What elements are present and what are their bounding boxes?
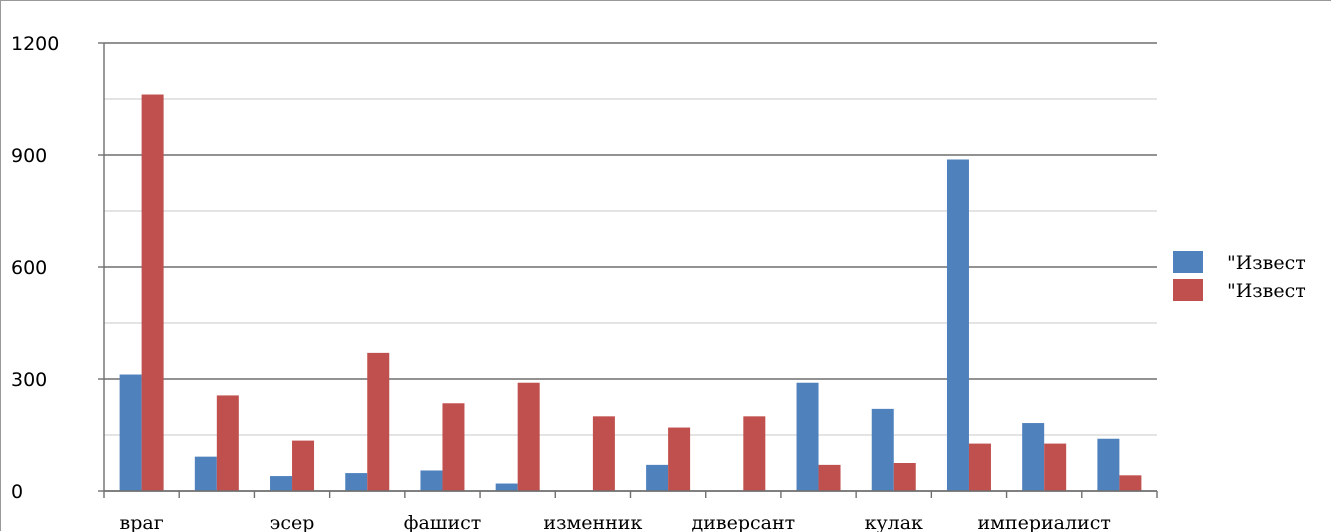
bar-series1-10 <box>871 408 894 491</box>
legend-swatch-series1 <box>1173 251 1203 273</box>
bar-series1-7 <box>646 464 669 491</box>
y-tick-label: 0 <box>11 481 23 503</box>
bar-series1-2 <box>270 476 293 491</box>
bars <box>119 94 1142 492</box>
bar-series2-11 <box>968 443 991 491</box>
axes <box>98 42 1158 498</box>
x-category-label: фашист <box>404 512 482 532</box>
x-category-label: эсер <box>270 512 315 532</box>
bar-series1-5 <box>495 483 518 491</box>
bar-series1-12 <box>1022 423 1045 491</box>
bar-series1-13 <box>1097 438 1120 491</box>
bar-series2-2 <box>292 440 315 491</box>
legend-swatch-series2 <box>1173 279 1203 301</box>
bar-series2-1 <box>216 395 239 491</box>
bar-series2-3 <box>367 352 390 491</box>
bar-series2-5 <box>517 382 540 491</box>
y-tick-label: 1200 <box>11 33 59 55</box>
bar-series2-9 <box>818 464 841 491</box>
bar-series1-3 <box>345 473 368 491</box>
legend: "Извест "Извест <box>1173 251 1306 302</box>
y-tick-label: 600 <box>11 257 47 279</box>
bar-series2-13 <box>1119 475 1142 491</box>
bar-series2-12 <box>1044 443 1067 491</box>
axis-labels: 0 300 600 900 1200 враг эсер фашист изменник диве… <box>11 33 1111 532</box>
bar-series1-4 <box>420 470 443 491</box>
bar-series2-4 <box>442 403 465 491</box>
bar-series2-7 <box>668 427 691 491</box>
x-category-label: кулак <box>865 512 923 532</box>
bar-series1-1 <box>194 456 217 491</box>
bar-series2-0 <box>141 94 164 492</box>
bar-series2-8 <box>743 416 766 491</box>
bar-series2-6 <box>592 416 615 491</box>
legend-label-series2: "Извест <box>1227 280 1306 302</box>
x-category-label: изменник <box>543 512 642 532</box>
x-category-label: враг <box>120 512 164 532</box>
x-category-label: диверсант <box>692 512 796 532</box>
y-tick-label: 300 <box>11 369 47 391</box>
bar-series1-9 <box>796 382 819 491</box>
x-category-label: империалист <box>977 512 1110 532</box>
bar-series1-0 <box>119 374 142 491</box>
gridlines <box>104 42 1157 492</box>
y-tick-label: 900 <box>11 145 47 167</box>
legend-label-series1: "Извест <box>1227 252 1306 274</box>
bar-series1-11 <box>946 159 969 492</box>
bar-series2-10 <box>893 463 916 491</box>
